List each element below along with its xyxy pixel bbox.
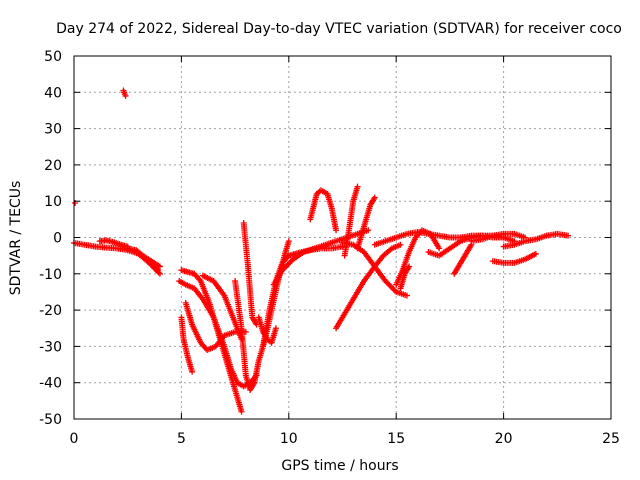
series-track-29 <box>139 252 161 274</box>
data-point <box>403 292 410 299</box>
series-track-08 <box>182 299 249 354</box>
y-tick-label: 0 <box>53 231 62 247</box>
y-tick-label: -20 <box>39 303 62 319</box>
series-track-19 <box>333 241 404 332</box>
data-point <box>371 194 378 201</box>
data-point <box>436 245 443 252</box>
series-track-24 <box>451 241 475 277</box>
data-point <box>522 234 529 241</box>
y-tick-label: 10 <box>44 194 62 210</box>
data-point <box>156 263 163 270</box>
series-track-07 <box>178 267 245 415</box>
x-tick-label: 5 <box>177 431 186 447</box>
x-axis-label: GPS time / hours <box>281 458 398 474</box>
data-point <box>285 238 292 245</box>
y-tick-label: -40 <box>39 376 62 392</box>
data-point <box>238 408 245 415</box>
data-point <box>354 183 361 190</box>
x-tick-label: 20 <box>495 431 513 447</box>
series-track-04 <box>120 87 129 99</box>
series-track-10 <box>199 272 245 343</box>
series-track-26 <box>500 230 572 250</box>
data-point <box>365 227 372 234</box>
series-track-16 <box>307 187 340 234</box>
y-tick-label: -30 <box>39 339 62 355</box>
data-point <box>272 325 279 332</box>
series-track-25 <box>489 250 539 266</box>
series-track-12 <box>240 219 260 328</box>
chart-title: Day 274 of 2022, Sidereal Day-to-day VTE… <box>56 21 622 37</box>
series-track-17 <box>341 183 361 259</box>
y-tick-label: 20 <box>44 158 62 174</box>
y-tick-label: 50 <box>44 49 62 65</box>
data-point <box>532 250 539 257</box>
data-point <box>189 368 196 375</box>
series-track-28 <box>397 263 413 292</box>
x-tick-label: 10 <box>280 431 298 447</box>
data-point <box>156 270 163 277</box>
y-tick-label: -50 <box>39 412 62 428</box>
series-track-20 <box>339 239 410 299</box>
data-point <box>154 267 161 274</box>
series-track-27 <box>468 230 529 245</box>
data-points <box>71 87 572 415</box>
y-axis-label: SDTVAR / TECUs <box>8 181 24 296</box>
y-tick-label: -10 <box>39 267 62 283</box>
y-axis-ticks: 50 40 30 20 10 0 -10 -20 -30 -40 -50 <box>39 49 611 428</box>
series-track-09 <box>178 314 196 375</box>
data-point <box>397 241 404 248</box>
y-tick-label: 40 <box>44 85 62 101</box>
x-tick-label: 15 <box>387 431 405 447</box>
data-point <box>333 227 340 234</box>
x-axis-ticks: 0 5 10 15 20 25 <box>70 56 620 447</box>
x-tick-label: 25 <box>602 431 620 447</box>
data-point <box>565 232 572 239</box>
y-tick-label: 30 <box>44 122 62 138</box>
data-point <box>122 92 129 99</box>
x-tick-label: 0 <box>70 431 79 447</box>
data-point <box>406 263 413 270</box>
